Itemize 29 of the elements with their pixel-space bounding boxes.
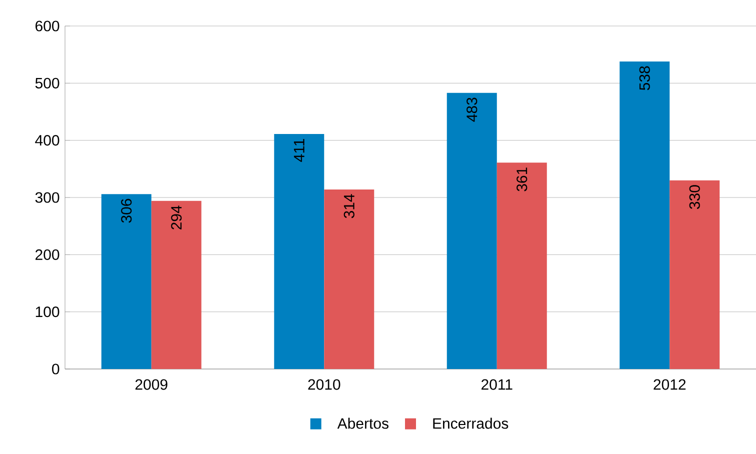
bar <box>101 194 152 369</box>
data-label: 330 <box>689 185 700 209</box>
bar <box>151 200 202 369</box>
y-tick-label: 500 <box>35 78 60 88</box>
bar <box>324 189 374 369</box>
data-label: 483 <box>466 98 478 122</box>
data-label: 411 <box>294 138 304 162</box>
y-tick-label: 100 <box>36 306 60 318</box>
data-label: 361 <box>516 168 528 192</box>
y-tick-label: 300 <box>35 192 60 203</box>
data-label: 294 <box>171 206 182 230</box>
y-tick-label: 200 <box>36 249 60 260</box>
x-tick-label: 2009 <box>135 379 168 390</box>
y-tick-label: 0 <box>52 364 60 374</box>
data-label: 314 <box>344 194 354 218</box>
bar <box>496 162 547 369</box>
bar <box>620 61 670 369</box>
y-tick-label: 600 <box>36 20 60 32</box>
x-tick-label: 2011 <box>482 379 512 390</box>
legend-label: Encerrados <box>433 418 508 429</box>
x-tick-label: 2010 <box>308 379 340 390</box>
bar <box>446 92 497 369</box>
data-label: 538 <box>639 66 650 90</box>
data-label: 306 <box>121 198 132 223</box>
legend-label: Abertos <box>337 418 388 429</box>
bar <box>670 180 720 369</box>
bar <box>274 134 324 369</box>
y-tick-label: 400 <box>35 135 60 146</box>
x-tick-label: 2012 <box>654 379 686 390</box>
